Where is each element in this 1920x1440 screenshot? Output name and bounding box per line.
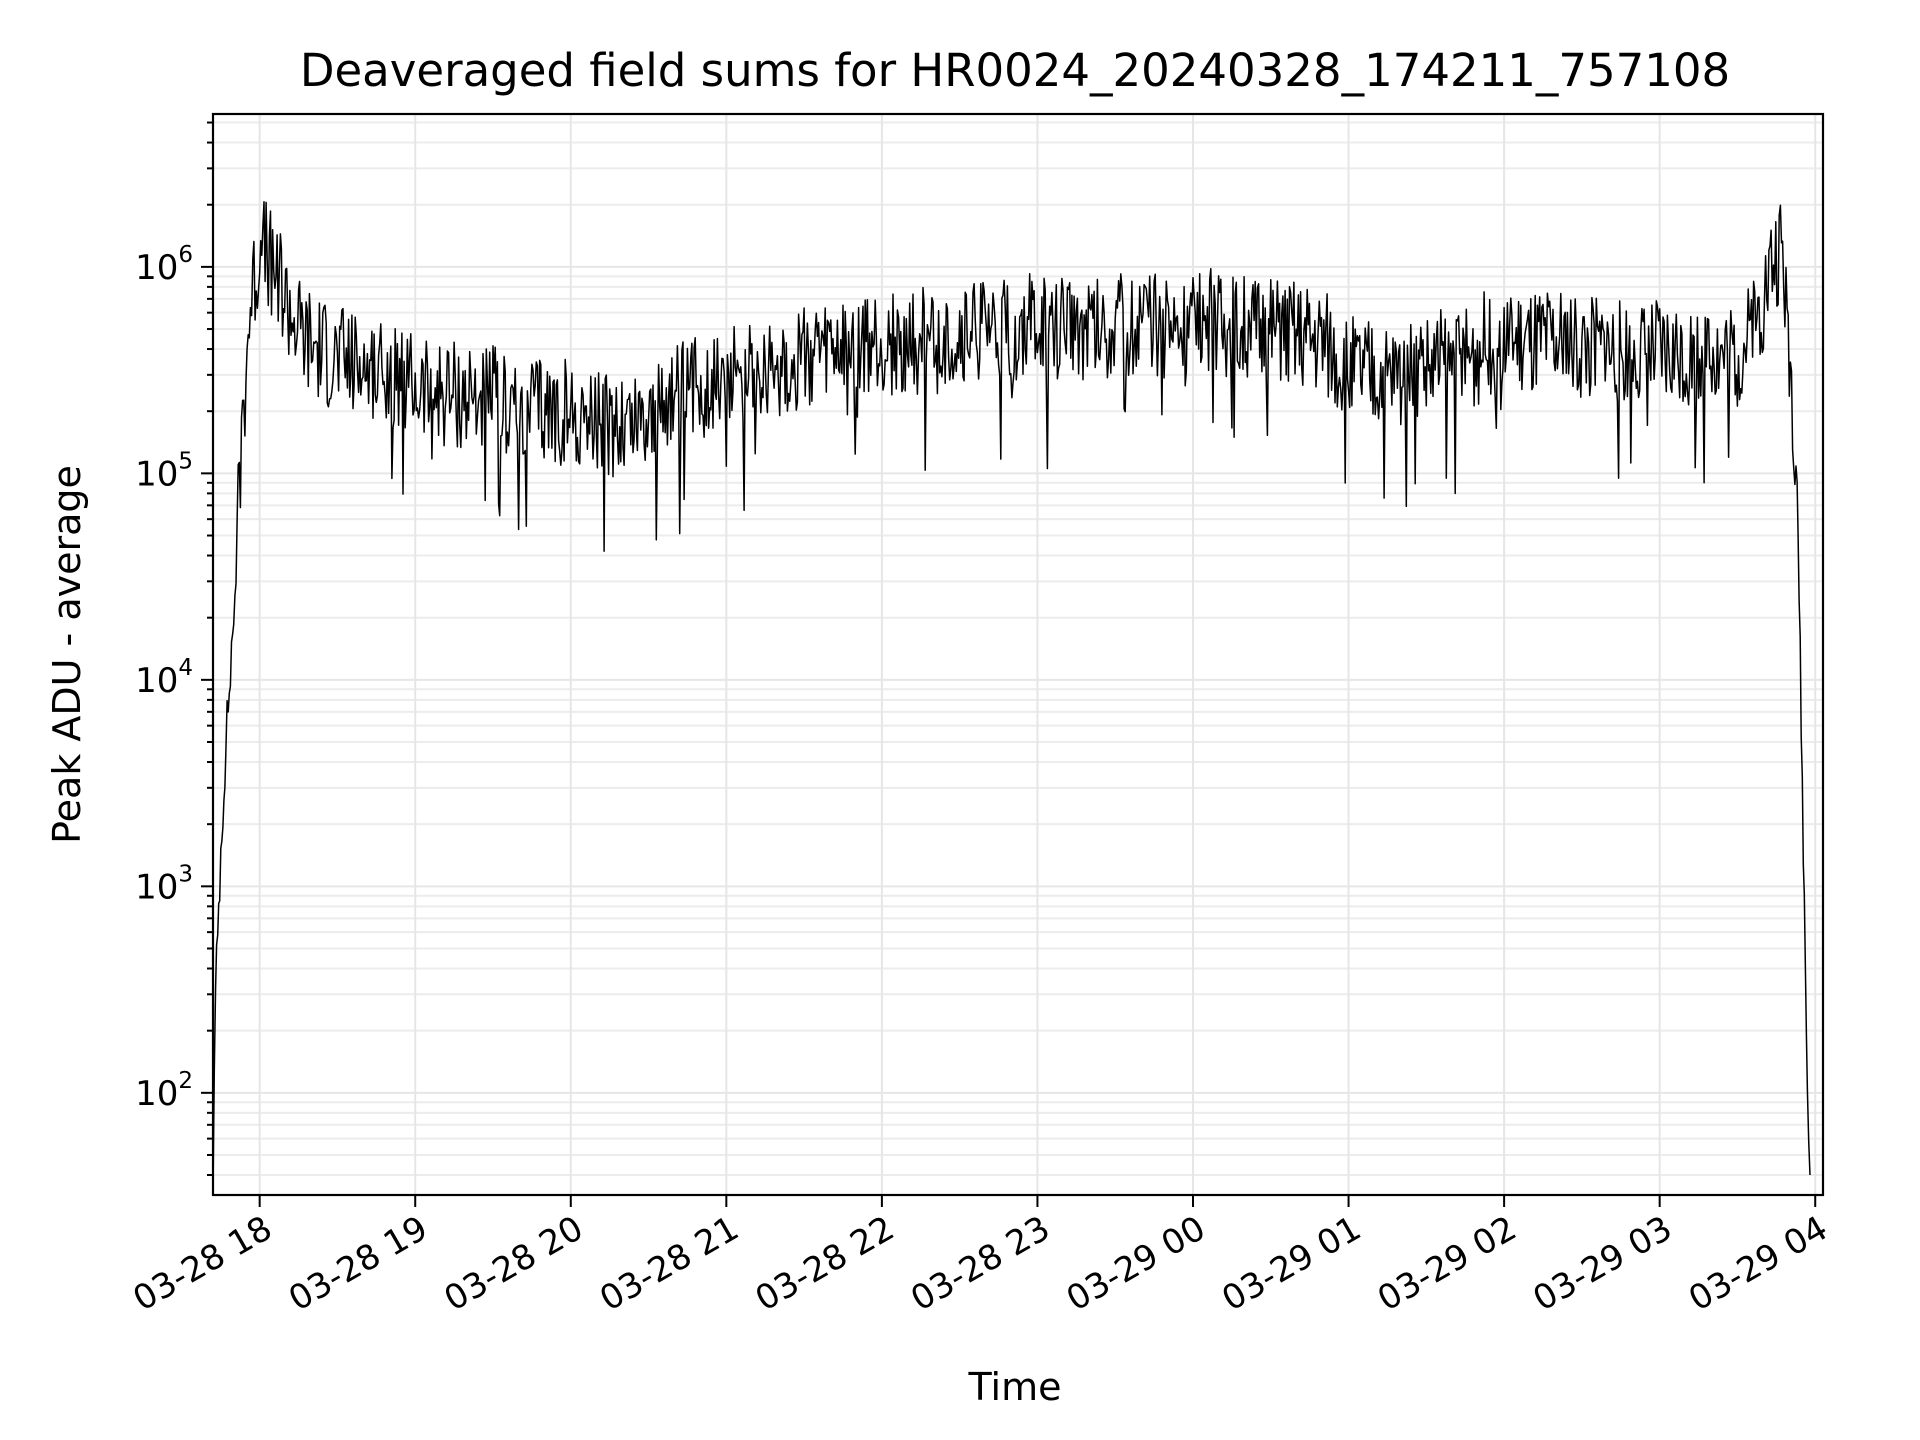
y-tick-label: 106 [135, 242, 193, 288]
y-tick-label: 104 [135, 655, 193, 701]
plot-frame [211, 112, 1825, 1197]
y-tick-label: 105 [135, 448, 193, 494]
x-axis-label: Time [968, 1365, 1062, 1409]
series-line [213, 201, 1811, 1193]
y-tick-label: 102 [135, 1068, 193, 1114]
grid [213, 114, 1823, 1195]
y-axis-label: Peak ADU - average [45, 465, 89, 844]
chart-title: Deaveraged field sums for HR0024_2024032… [300, 44, 1730, 97]
y-tick-label: 103 [135, 861, 193, 907]
series-layer [213, 201, 1811, 1193]
